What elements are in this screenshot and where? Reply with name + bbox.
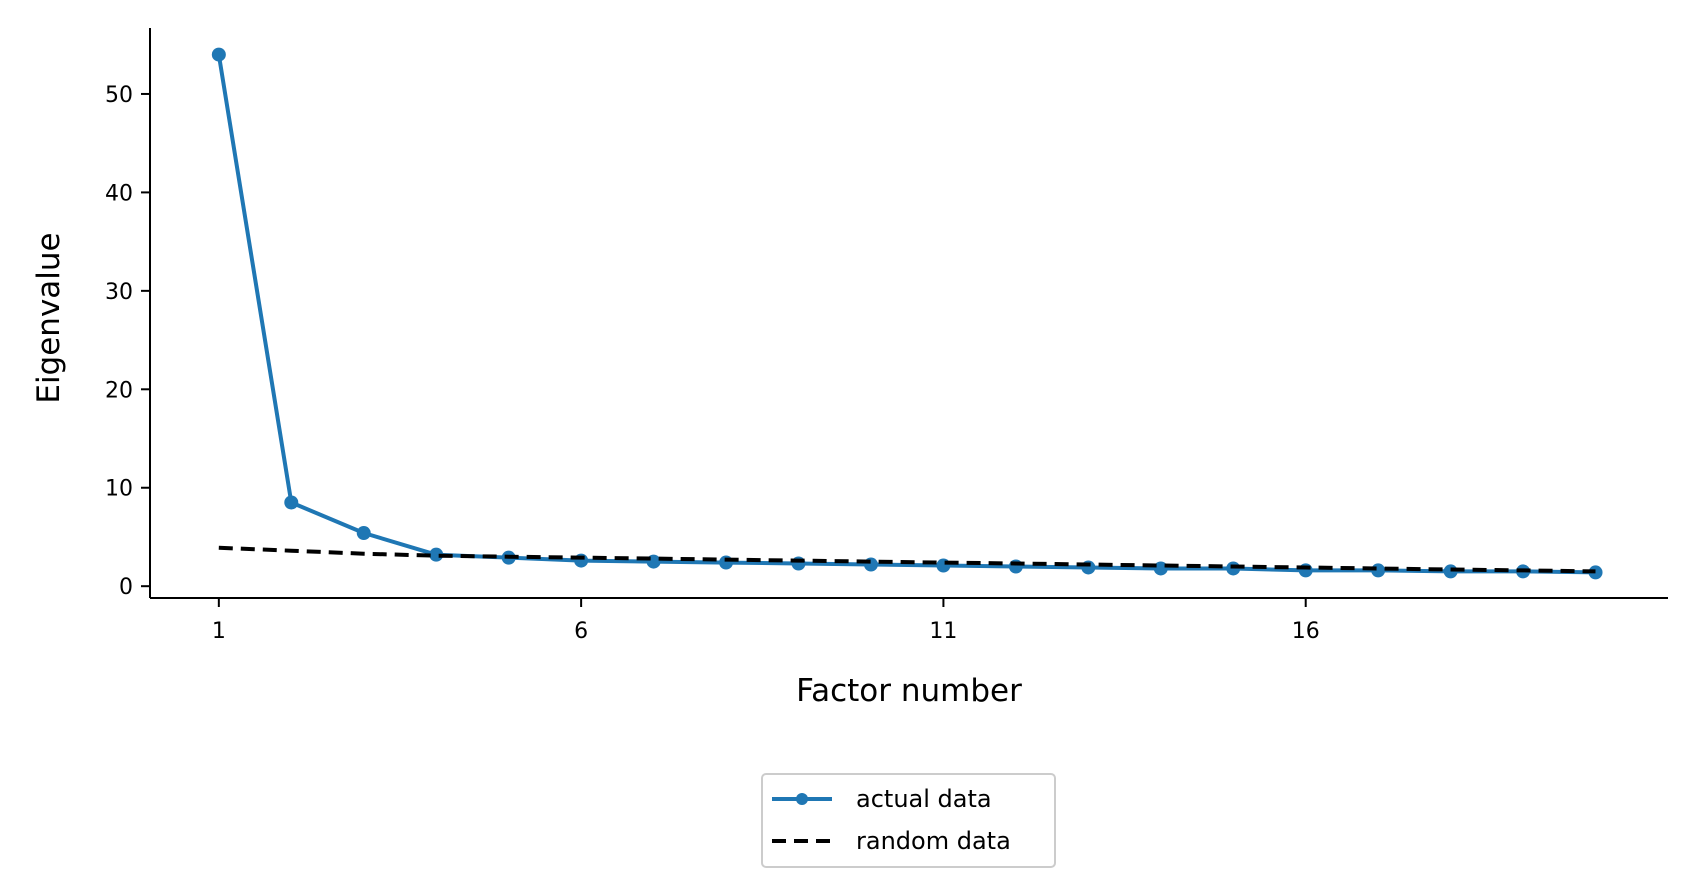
- y-tick-label: 50: [105, 83, 133, 108]
- legend-marker-actual-data: [796, 793, 808, 805]
- data-point-actual-data: [284, 495, 299, 510]
- y-axis-label: Eigenvalue: [31, 232, 67, 403]
- data-point-actual-data: [211, 47, 226, 62]
- data-point-actual-data: [936, 558, 951, 573]
- y-tick-label: 0: [119, 575, 133, 600]
- x-tick-label: 6: [574, 619, 588, 644]
- legend-label-actual-data: actual data: [856, 785, 992, 813]
- y-tick-label: 10: [105, 477, 133, 502]
- y-tick-label: 40: [105, 181, 133, 206]
- series: [211, 47, 1603, 580]
- series-line-actual-data: [216, 54, 1596, 575]
- data-point-actual-data: [429, 547, 444, 562]
- x-ticks: 1 6 11 16: [212, 598, 1320, 644]
- y-tick-label: 20: [105, 378, 133, 403]
- y-ticks: 0 10 20 30 40 50: [105, 83, 150, 600]
- x-tick-label: 16: [1292, 619, 1320, 644]
- x-tick-label: 1: [212, 619, 226, 644]
- legend-frame: [761, 773, 1056, 868]
- data-point-actual-data: [1153, 561, 1168, 576]
- legend-label-random-data: random data: [856, 827, 1011, 855]
- data-point-actual-data: [356, 526, 371, 541]
- y-tick-label: 30: [105, 280, 133, 305]
- legend: actual data random data: [761, 773, 1056, 868]
- data-point-actual-data: [1371, 563, 1386, 578]
- series-line-random-data: [218, 545, 1596, 574]
- x-axis-label: Factor number: [796, 673, 1022, 709]
- x-tick-label: 11: [929, 619, 957, 644]
- data-point-actual-data: [1588, 565, 1603, 580]
